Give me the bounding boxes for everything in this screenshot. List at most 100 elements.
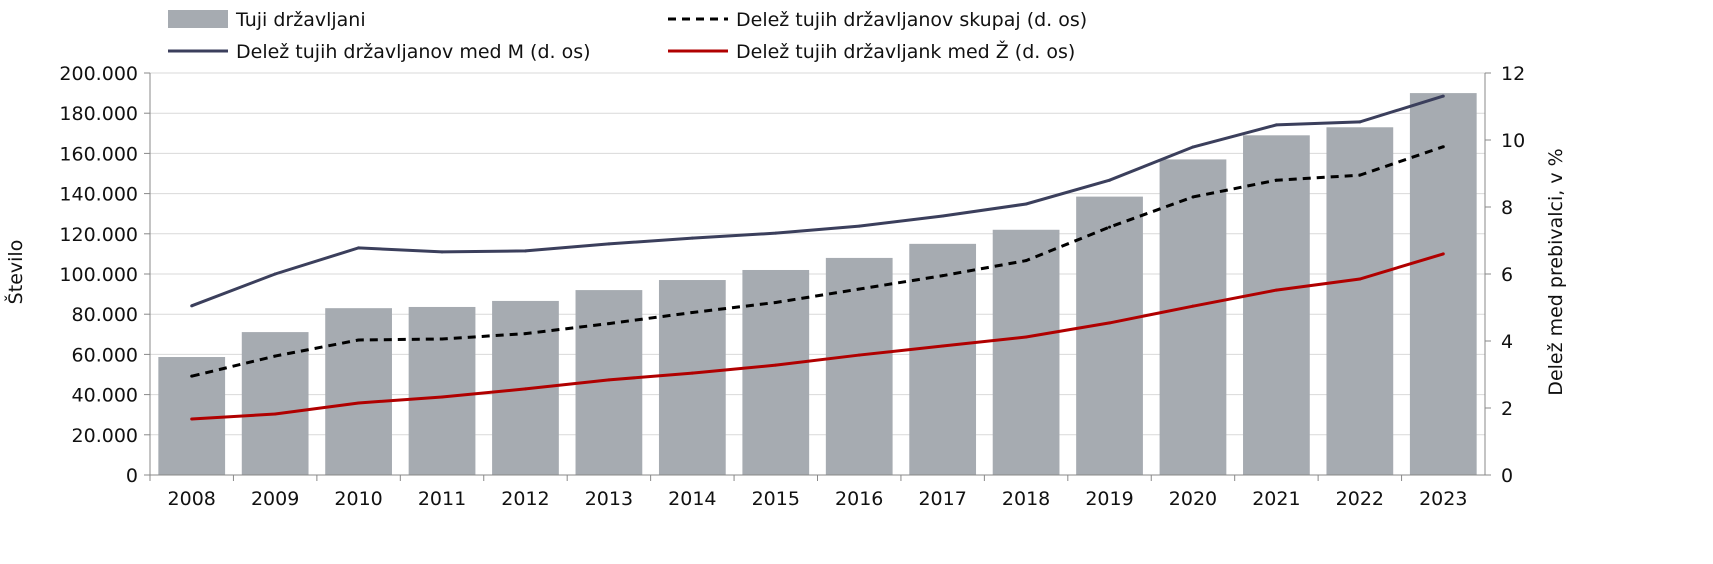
series-1-point bbox=[1441, 145, 1445, 149]
series-1-point bbox=[1108, 225, 1112, 229]
legend: Tuji državljani Delež tujih državljanov s… bbox=[168, 9, 1087, 63]
series-3-point bbox=[941, 344, 945, 348]
bar-2021 bbox=[1243, 135, 1310, 475]
series-2-point bbox=[357, 246, 361, 250]
series-3-point bbox=[190, 417, 194, 421]
bar-2018 bbox=[992, 229, 1060, 475]
x-tick-label: 2023 bbox=[1419, 488, 1467, 510]
y-tick-label: 40.000 bbox=[72, 385, 138, 407]
series-1-point bbox=[1358, 173, 1362, 177]
series-2-point bbox=[1274, 123, 1278, 127]
series-line-1 bbox=[191, 145, 1444, 378]
y-right-tick-label: 0 bbox=[1501, 465, 1513, 487]
series-3-point bbox=[523, 387, 527, 391]
series-3-point bbox=[1441, 252, 1445, 256]
x-tick-label: 2010 bbox=[334, 488, 382, 510]
series-1-point bbox=[523, 332, 527, 336]
series-1-point bbox=[357, 338, 361, 342]
series-2-point bbox=[1024, 202, 1028, 206]
series-line-3 bbox=[191, 252, 1444, 421]
series-line-2 bbox=[191, 94, 1444, 308]
series-3-point bbox=[1108, 321, 1112, 325]
series-3-point bbox=[774, 363, 778, 367]
x-tick-label: 2021 bbox=[1252, 488, 1300, 510]
series-1-point bbox=[190, 374, 194, 378]
y-tick-label: 20.000 bbox=[72, 425, 138, 447]
x-tick-label: 2014 bbox=[668, 488, 716, 510]
x-tick-label: 2011 bbox=[418, 488, 466, 510]
y-tick-label: 0 bbox=[126, 465, 138, 487]
y-tick-label: 100.000 bbox=[59, 264, 138, 286]
series-2-point bbox=[190, 304, 194, 308]
x-tick-label: 2009 bbox=[251, 488, 299, 510]
legend-swatch-bar bbox=[168, 10, 228, 28]
series-2-point bbox=[1358, 120, 1362, 124]
series-1-point bbox=[607, 322, 611, 326]
series-3-point bbox=[273, 412, 277, 416]
y-right-tick-label: 8 bbox=[1501, 197, 1513, 219]
series-1-point bbox=[690, 311, 694, 315]
series-2-point bbox=[690, 236, 694, 240]
series-2-point bbox=[1191, 145, 1195, 149]
series-1-point bbox=[1191, 195, 1195, 199]
series-3-point bbox=[1191, 304, 1195, 308]
bar-2019 bbox=[1076, 196, 1143, 476]
y-tick-label: 200.000 bbox=[59, 63, 138, 85]
series-3-point bbox=[1274, 288, 1278, 292]
bar-2009 bbox=[241, 332, 309, 475]
y-right-tick-label: 12 bbox=[1501, 63, 1525, 85]
legend-label: Delež tujih državljanov med M (d. os) bbox=[236, 41, 591, 63]
bar-2015 bbox=[742, 269, 810, 475]
x-tick-label: 2019 bbox=[1085, 488, 1133, 510]
legend-label: Delež tujih državljank med Ž (d. os) bbox=[736, 40, 1075, 63]
bar-2017 bbox=[909, 243, 977, 475]
series-3-point bbox=[1024, 335, 1028, 339]
y-right-tick-label: 6 bbox=[1501, 264, 1513, 286]
bar-2020 bbox=[1159, 159, 1227, 475]
y-axis-title: Število bbox=[3, 240, 27, 305]
series-2-point bbox=[607, 242, 611, 246]
x-tick-label: 2008 bbox=[168, 488, 216, 510]
x-tick-label: 2022 bbox=[1336, 488, 1384, 510]
series-1-point bbox=[273, 354, 277, 358]
bar-2014 bbox=[658, 280, 726, 475]
lines bbox=[190, 94, 1445, 421]
y-tick-label: 180.000 bbox=[59, 103, 138, 125]
series-1-point bbox=[941, 274, 945, 278]
y-right-tick-label: 2 bbox=[1501, 398, 1513, 420]
bar-2022 bbox=[1326, 127, 1394, 476]
bars bbox=[158, 93, 1477, 476]
series-3-point bbox=[440, 395, 444, 399]
series-3-point bbox=[607, 378, 611, 382]
x-tick-label: 2015 bbox=[752, 488, 800, 510]
series-2-point bbox=[1108, 178, 1112, 182]
series-2-point bbox=[273, 272, 277, 276]
series-3-point bbox=[1358, 277, 1362, 281]
y-tick-label: 80.000 bbox=[72, 304, 138, 326]
bar-2023 bbox=[1409, 93, 1477, 475]
y-tick-label: 140.000 bbox=[59, 184, 138, 206]
x-tick-label: 2020 bbox=[1169, 488, 1217, 510]
y-tick-label: 160.000 bbox=[59, 143, 138, 165]
series-1-point bbox=[1024, 259, 1028, 263]
bar-2010 bbox=[325, 308, 392, 475]
bar-2011 bbox=[408, 306, 476, 475]
series-1-point bbox=[1274, 178, 1278, 182]
legend-label: Tuji državljani bbox=[235, 9, 366, 31]
series-2-point bbox=[440, 250, 444, 254]
series-3-point bbox=[690, 371, 694, 375]
legend-label: Delež tujih državljanov skupaj (d. os) bbox=[736, 9, 1087, 31]
series-2-point bbox=[1441, 94, 1445, 98]
series-2-point bbox=[857, 224, 861, 228]
series-1-point bbox=[774, 300, 778, 304]
y-right-tick-label: 4 bbox=[1501, 331, 1513, 353]
axes: 0 20.000 40.000 60.000 80.000 100.000 120.000 1… bbox=[59, 63, 1525, 510]
series-3-point bbox=[357, 401, 361, 405]
y-axis-right-title: Delež med prebivalci, v % bbox=[1545, 148, 1567, 395]
x-tick-label: 2012 bbox=[501, 488, 549, 510]
x-tick-label: 2016 bbox=[835, 488, 883, 510]
y-tick-label: 120.000 bbox=[59, 224, 138, 246]
x-tick-label: 2017 bbox=[918, 488, 966, 510]
series-2-point bbox=[774, 231, 778, 235]
